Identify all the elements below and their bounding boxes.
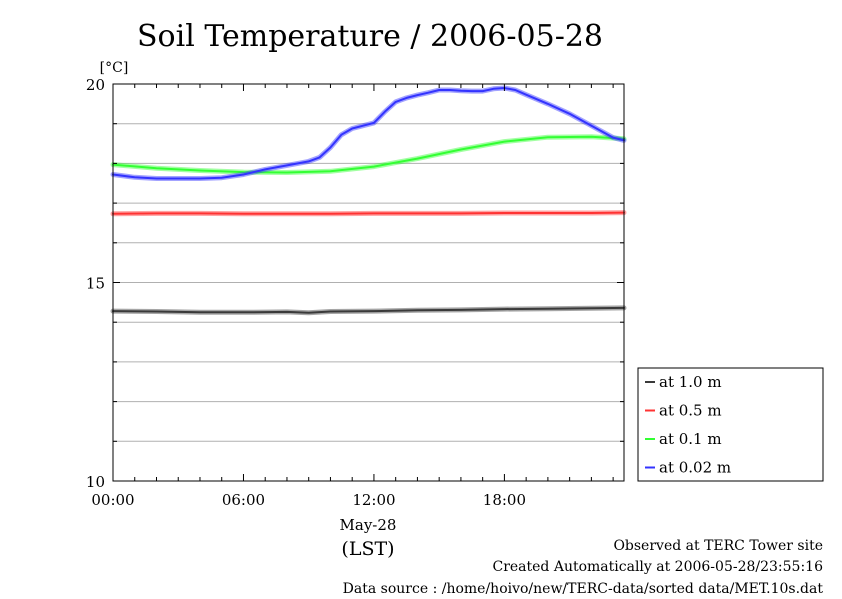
legend-entry: at 0.1 m	[659, 430, 722, 448]
x-tick-label: 06:00	[222, 491, 265, 509]
legend: at 1.0 m at 0.5 m at 0.1 m at 0.02 m	[637, 367, 824, 482]
footer: Observed at TERC Tower site Created Auto…	[343, 538, 824, 597]
footer-line-created: Created Automatically at 2006-05-28/23:5…	[492, 559, 823, 575]
x-axis-ticks: 00:00 06:00 12:00 18:00	[91, 84, 614, 509]
y-tick-label: 15	[86, 275, 105, 293]
footer-line-observed: Observed at TERC Tower site	[613, 538, 823, 554]
x-tick-label: 18:00	[483, 491, 526, 509]
y-tick-label: 10	[86, 473, 105, 491]
legend-items: at 1.0 m at 0.5 m at 0.1 m at 0.02 m	[645, 373, 731, 477]
y-axis-unit-label: [°C]	[100, 60, 129, 76]
legend-box	[637, 367, 824, 482]
chart-title: Soil Temperature / 2006-05-28	[137, 19, 603, 54]
x-tick-label: 12:00	[352, 491, 395, 509]
y-axis-ticks: 10 15 20	[86, 76, 624, 491]
series-line-3	[112, 87, 625, 180]
legend-entry: at 0.02 m	[659, 459, 731, 477]
legend-entry: at 1.0 m	[659, 373, 722, 391]
series-line-0	[112, 306, 625, 314]
x-axis-date-label: May-28	[340, 516, 397, 534]
footer-line-source: Data source : /home/hoivo/new/TERC-data/…	[343, 581, 824, 595]
legend-entry: at 0.5 m	[659, 402, 722, 420]
series-line-2	[112, 135, 625, 174]
series-line-1	[112, 211, 625, 215]
x-axis-label: (LST)	[341, 538, 394, 560]
plot-series	[110, 85, 627, 316]
x-tick-label: 00:00	[91, 491, 134, 509]
y-tick-label: 20	[86, 76, 105, 94]
